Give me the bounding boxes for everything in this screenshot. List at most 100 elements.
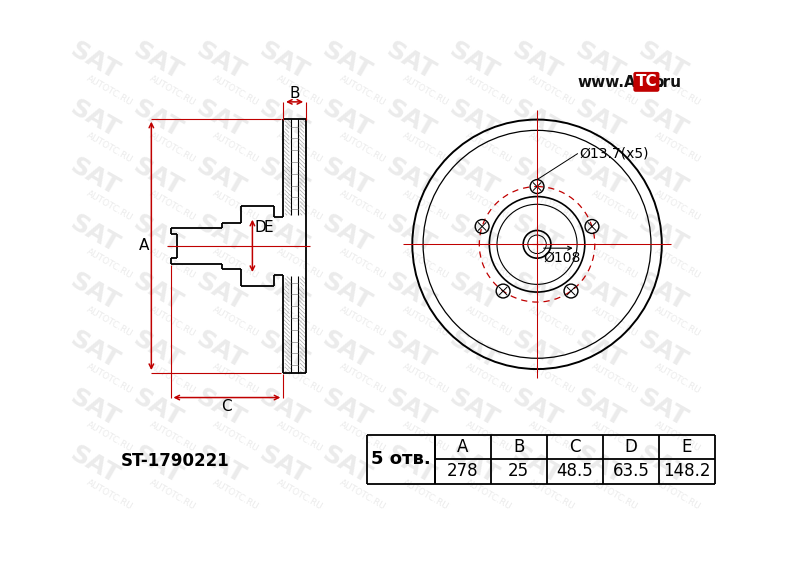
- Text: AUTOTC.RU: AUTOTC.RU: [654, 304, 702, 338]
- Text: AUTOTC.RU: AUTOTC.RU: [401, 189, 450, 223]
- Text: AUTOTC.RU: AUTOTC.RU: [338, 420, 387, 454]
- Text: SAT: SAT: [634, 442, 691, 489]
- Text: AUTOTC.RU: AUTOTC.RU: [211, 189, 261, 223]
- Text: SAT: SAT: [382, 269, 438, 316]
- Text: AUTOTC.RU: AUTOTC.RU: [85, 362, 134, 396]
- Text: AUTOTC.RU: AUTOTC.RU: [85, 247, 134, 280]
- Text: AUTOTC.RU: AUTOTC.RU: [527, 420, 576, 454]
- Text: SAT: SAT: [129, 95, 186, 142]
- Text: AUTOTC.RU: AUTOTC.RU: [401, 362, 450, 396]
- Text: ST-1790221: ST-1790221: [121, 453, 230, 470]
- Text: SAT: SAT: [129, 153, 186, 200]
- Text: AUTOTC.RU: AUTOTC.RU: [148, 247, 198, 280]
- Text: 5 отв.: 5 отв.: [371, 450, 430, 468]
- Text: SAT: SAT: [66, 269, 123, 316]
- Text: SAT: SAT: [192, 38, 250, 85]
- Text: SAT: SAT: [129, 269, 186, 316]
- Text: AUTOTC.RU: AUTOTC.RU: [338, 362, 387, 396]
- Text: AUTOTC.RU: AUTOTC.RU: [527, 131, 576, 165]
- Text: B: B: [290, 86, 300, 101]
- Text: AUTOTC.RU: AUTOTC.RU: [211, 304, 261, 338]
- Text: C: C: [569, 438, 581, 456]
- Text: SAT: SAT: [508, 269, 565, 316]
- Text: AUTOTC.RU: AUTOTC.RU: [148, 73, 198, 107]
- Text: SAT: SAT: [634, 384, 691, 431]
- Text: SAT: SAT: [66, 384, 123, 431]
- Text: AUTOTC.RU: AUTOTC.RU: [590, 247, 639, 280]
- Text: AUTOTC.RU: AUTOTC.RU: [148, 304, 198, 338]
- Text: AUTOTC.RU: AUTOTC.RU: [274, 362, 324, 396]
- Text: AUTOTC.RU: AUTOTC.RU: [590, 478, 639, 512]
- Text: SAT: SAT: [255, 211, 312, 258]
- Text: SAT: SAT: [382, 384, 438, 431]
- Text: SAT: SAT: [570, 38, 628, 85]
- Text: SAT: SAT: [66, 211, 123, 258]
- Text: SAT: SAT: [129, 38, 186, 85]
- Text: AUTOTC.RU: AUTOTC.RU: [527, 73, 576, 107]
- Text: AUTOTC.RU: AUTOTC.RU: [464, 73, 513, 107]
- Text: SAT: SAT: [445, 327, 502, 373]
- Text: SAT: SAT: [445, 38, 502, 85]
- Text: 278: 278: [447, 462, 478, 481]
- Text: SAT: SAT: [192, 95, 250, 142]
- Text: Ø13.7(x5): Ø13.7(x5): [579, 147, 649, 160]
- Text: AUTOTC.RU: AUTOTC.RU: [148, 189, 198, 223]
- Text: AUTOTC.RU: AUTOTC.RU: [590, 189, 639, 223]
- Text: AUTOTC.RU: AUTOTC.RU: [527, 189, 576, 223]
- Text: SAT: SAT: [570, 269, 628, 316]
- Text: SAT: SAT: [129, 327, 186, 373]
- Text: 148.2: 148.2: [663, 462, 710, 481]
- Text: SAT: SAT: [508, 153, 565, 200]
- Text: AUTOTC.RU: AUTOTC.RU: [654, 478, 702, 512]
- Text: SAT: SAT: [508, 384, 565, 431]
- Text: SAT: SAT: [570, 211, 628, 258]
- Text: B: B: [513, 438, 525, 456]
- Text: SAT: SAT: [255, 269, 312, 316]
- Text: AUTOTC.RU: AUTOTC.RU: [211, 420, 261, 454]
- Text: SAT: SAT: [382, 95, 438, 142]
- Text: D: D: [624, 438, 638, 456]
- Text: AUTOTC.RU: AUTOTC.RU: [211, 478, 261, 512]
- Text: SAT: SAT: [634, 38, 691, 85]
- Text: SAT: SAT: [445, 384, 502, 431]
- Text: SAT: SAT: [382, 442, 438, 489]
- Text: AUTOTC.RU: AUTOTC.RU: [401, 73, 450, 107]
- Text: AUTOTC.RU: AUTOTC.RU: [590, 304, 639, 338]
- Text: SAT: SAT: [66, 95, 123, 142]
- Text: SAT: SAT: [508, 95, 565, 142]
- Text: SAT: SAT: [192, 211, 250, 258]
- Text: SAT: SAT: [634, 211, 691, 258]
- Text: SAT: SAT: [255, 95, 312, 142]
- Text: AUTOTC.RU: AUTOTC.RU: [274, 131, 324, 165]
- Text: SAT: SAT: [382, 211, 438, 258]
- Text: AUTOTC.RU: AUTOTC.RU: [85, 304, 134, 338]
- Text: .ru: .ru: [657, 75, 681, 90]
- Text: SAT: SAT: [508, 38, 565, 85]
- Text: 48.5: 48.5: [557, 462, 593, 481]
- Text: SAT: SAT: [634, 269, 691, 316]
- Text: AUTOTC.RU: AUTOTC.RU: [654, 362, 702, 396]
- Text: A: A: [138, 238, 149, 253]
- Text: SAT: SAT: [129, 442, 186, 489]
- Text: AUTOTC.RU: AUTOTC.RU: [274, 247, 324, 280]
- Text: AUTOTC.RU: AUTOTC.RU: [590, 420, 639, 454]
- Text: SAT: SAT: [255, 38, 312, 85]
- Text: AUTOTC.RU: AUTOTC.RU: [85, 131, 134, 165]
- Text: SAT: SAT: [318, 95, 375, 142]
- Text: AUTOTC.RU: AUTOTC.RU: [85, 189, 134, 223]
- Text: AUTOTC.RU: AUTOTC.RU: [211, 131, 261, 165]
- Text: AUTOTC.RU: AUTOTC.RU: [274, 73, 324, 107]
- Text: SAT: SAT: [318, 327, 375, 373]
- Text: A: A: [457, 438, 468, 456]
- FancyBboxPatch shape: [634, 73, 658, 91]
- Text: AUTOTC.RU: AUTOTC.RU: [401, 247, 450, 280]
- Text: SAT: SAT: [570, 327, 628, 373]
- Text: AUTOTC.RU: AUTOTC.RU: [85, 73, 134, 107]
- Text: SAT: SAT: [508, 327, 565, 373]
- Text: SAT: SAT: [318, 269, 375, 316]
- Text: AUTOTC.RU: AUTOTC.RU: [148, 420, 198, 454]
- Text: AUTOTC.RU: AUTOTC.RU: [590, 73, 639, 107]
- Text: AUTOTC.RU: AUTOTC.RU: [527, 362, 576, 396]
- Text: SAT: SAT: [192, 269, 250, 316]
- Text: AUTOTC.RU: AUTOTC.RU: [274, 304, 324, 338]
